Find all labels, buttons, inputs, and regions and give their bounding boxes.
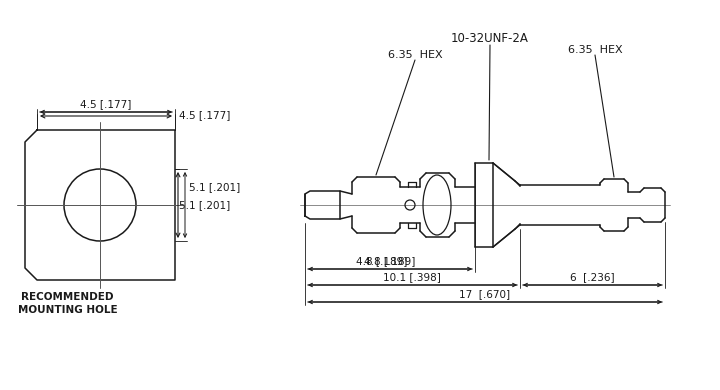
Text: 5.1 [.201]: 5.1 [.201] bbox=[179, 200, 230, 210]
Text: 4.5 [.177]: 4.5 [.177] bbox=[179, 110, 230, 120]
Text: 6.35  HEX: 6.35 HEX bbox=[567, 45, 622, 55]
Text: 17  [.670]: 17 [.670] bbox=[459, 289, 510, 299]
Text: 6.35  HEX: 6.35 HEX bbox=[387, 50, 442, 60]
Text: 10.1 [.398]: 10.1 [.398] bbox=[383, 272, 441, 282]
Text: 5.1 [.201]: 5.1 [.201] bbox=[189, 182, 240, 192]
Text: 4.8 [.189]: 4.8 [.189] bbox=[356, 256, 408, 266]
Text: 4.8 [.189]: 4.8 [.189] bbox=[364, 256, 415, 266]
Text: RECOMMENDED
MOUNTING HOLE: RECOMMENDED MOUNTING HOLE bbox=[18, 292, 117, 315]
Text: 6  [.236]: 6 [.236] bbox=[570, 272, 614, 282]
Text: 4.5 [.177]: 4.5 [.177] bbox=[81, 99, 132, 109]
Text: 10-32UNF-2A: 10-32UNF-2A bbox=[451, 32, 529, 45]
